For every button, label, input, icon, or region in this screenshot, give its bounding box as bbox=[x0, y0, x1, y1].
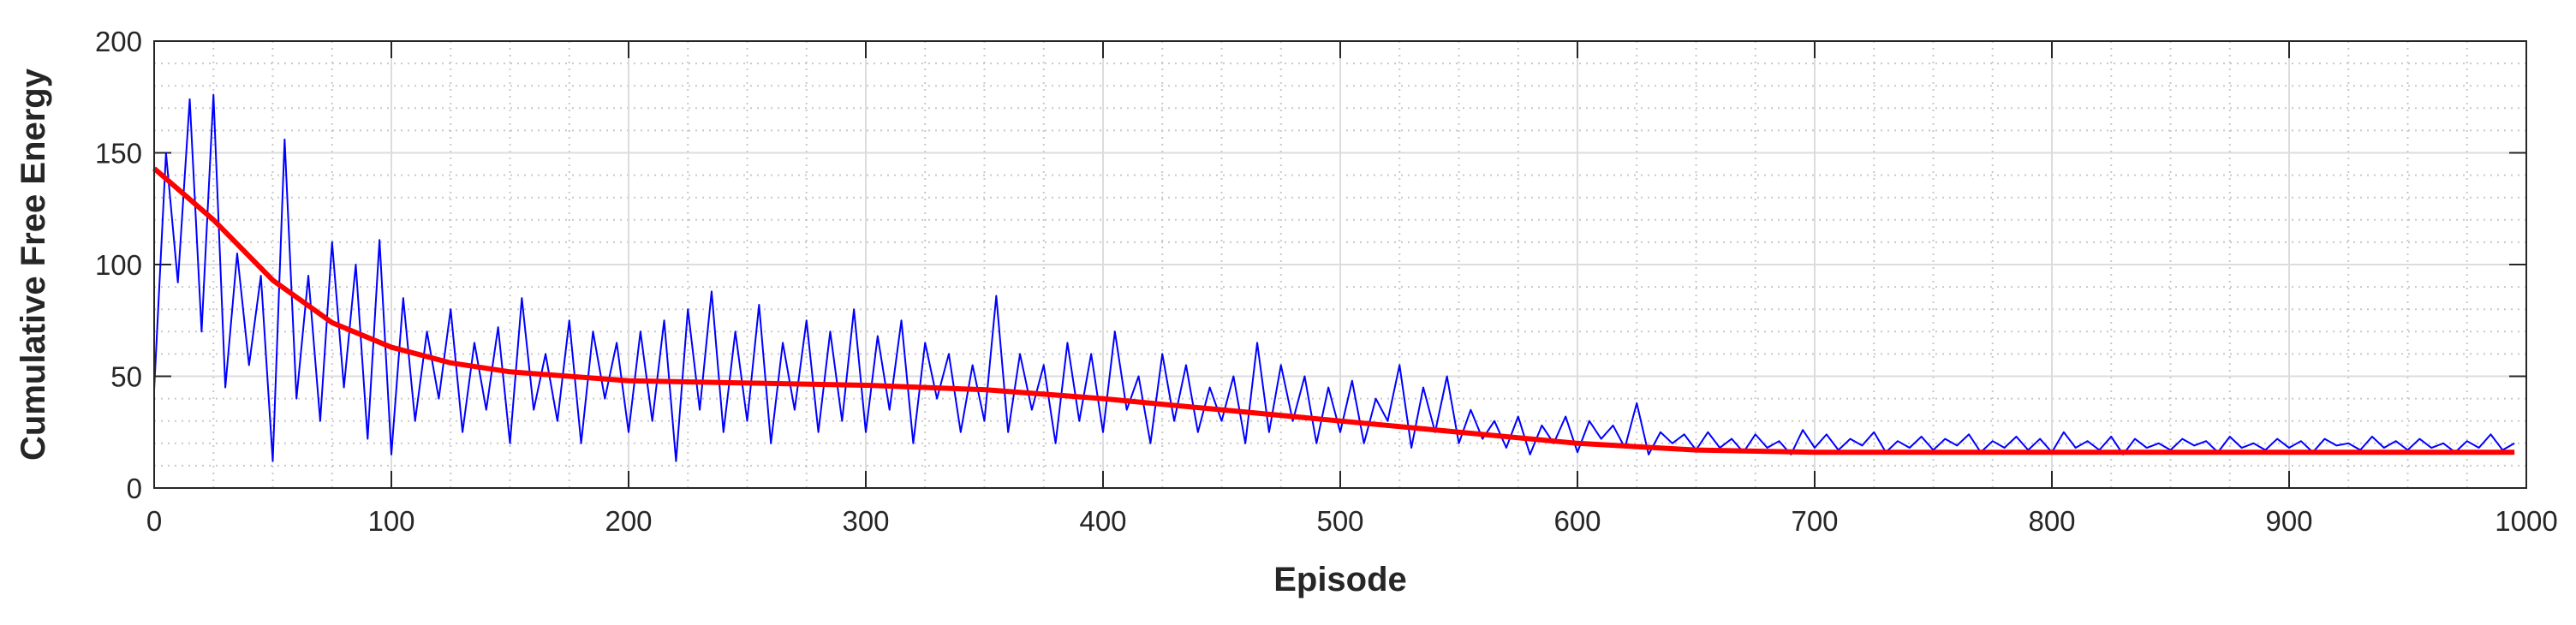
x-tick-label: 0 bbox=[146, 505, 162, 537]
data-line bbox=[152, 166, 2515, 455]
data-line bbox=[153, 93, 2515, 462]
x-tick-label: 700 bbox=[1791, 505, 1838, 537]
y-tick-label: 100 bbox=[95, 249, 142, 281]
x-tick-label: 500 bbox=[1316, 505, 1363, 537]
x-axis-label: Episode bbox=[1273, 561, 1407, 598]
x-tick-label: 200 bbox=[605, 505, 652, 537]
x-tick-label: 800 bbox=[2028, 505, 2075, 537]
x-tick-label: 300 bbox=[842, 505, 889, 537]
x-tick-label: 1000 bbox=[2495, 505, 2557, 537]
x-tick-label: 600 bbox=[1553, 505, 1601, 537]
y-tick-label: 50 bbox=[110, 361, 142, 393]
y-tick-label: 0 bbox=[127, 473, 142, 504]
y-tick-label: 200 bbox=[95, 26, 142, 57]
x-tick-label: 400 bbox=[1079, 505, 1126, 537]
y-axis-label: Cumulative Free Energy bbox=[15, 68, 52, 461]
plot-frame bbox=[153, 40, 2527, 489]
x-tick-label: 900 bbox=[2265, 505, 2312, 537]
y-tick-label: 150 bbox=[95, 138, 142, 170]
x-tick-label: 100 bbox=[367, 505, 414, 537]
